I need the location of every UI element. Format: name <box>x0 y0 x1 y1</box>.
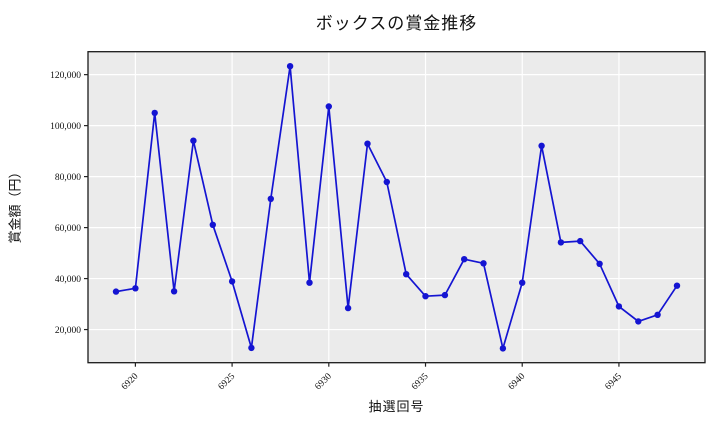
data-point <box>112 288 120 295</box>
y-tick-label: 40,000 <box>55 275 81 285</box>
data-point <box>538 142 545 149</box>
x-tick-label: 6925 <box>217 372 238 393</box>
data-point <box>519 279 526 286</box>
data-point <box>441 291 449 299</box>
x-tick-label: 6935 <box>410 372 431 393</box>
x-tick-label: 6920 <box>120 372 141 393</box>
data-point <box>132 285 139 292</box>
plot-area <box>88 51 705 363</box>
data-point <box>267 195 274 202</box>
x-axis-title: 抽選回号 <box>368 399 425 414</box>
data-point <box>228 278 236 285</box>
data-point <box>422 293 429 300</box>
data-point <box>190 137 197 144</box>
y-tick-label: 20,000 <box>55 326 81 336</box>
data-point <box>673 282 681 289</box>
data-point <box>635 318 642 325</box>
y-tick-label: 120,000 <box>50 71 81 81</box>
data-point <box>499 345 507 352</box>
data-point <box>461 256 468 263</box>
data-point <box>286 62 294 70</box>
plot-border <box>87 51 706 364</box>
y-tick-label: 100,000 <box>50 122 81 132</box>
data-point <box>615 303 623 310</box>
data-point <box>170 288 178 295</box>
prize-line-series <box>115 65 678 350</box>
data-point <box>209 221 216 228</box>
data-point <box>654 311 661 318</box>
data-point <box>306 279 313 286</box>
data-point <box>403 271 410 278</box>
x-tick-label: 6945 <box>604 372 625 393</box>
y-tick-label: 80,000 <box>55 173 81 183</box>
data-point <box>480 260 487 267</box>
data-point <box>151 109 158 117</box>
data-point <box>557 239 565 246</box>
x-tick-label: 6930 <box>313 372 334 393</box>
data-point <box>364 140 371 147</box>
data-point <box>577 237 584 245</box>
data-point <box>383 178 390 186</box>
y-axis-title: 賞金額（円） <box>7 165 23 244</box>
data-point <box>248 344 255 352</box>
x-tick-label: 6940 <box>507 372 528 393</box>
chart-title: ボックスの賞金推移 <box>315 14 478 33</box>
data-point <box>325 103 332 110</box>
y-tick-label: 60,000 <box>55 224 81 234</box>
data-point <box>344 304 352 312</box>
data-point <box>596 260 603 267</box>
